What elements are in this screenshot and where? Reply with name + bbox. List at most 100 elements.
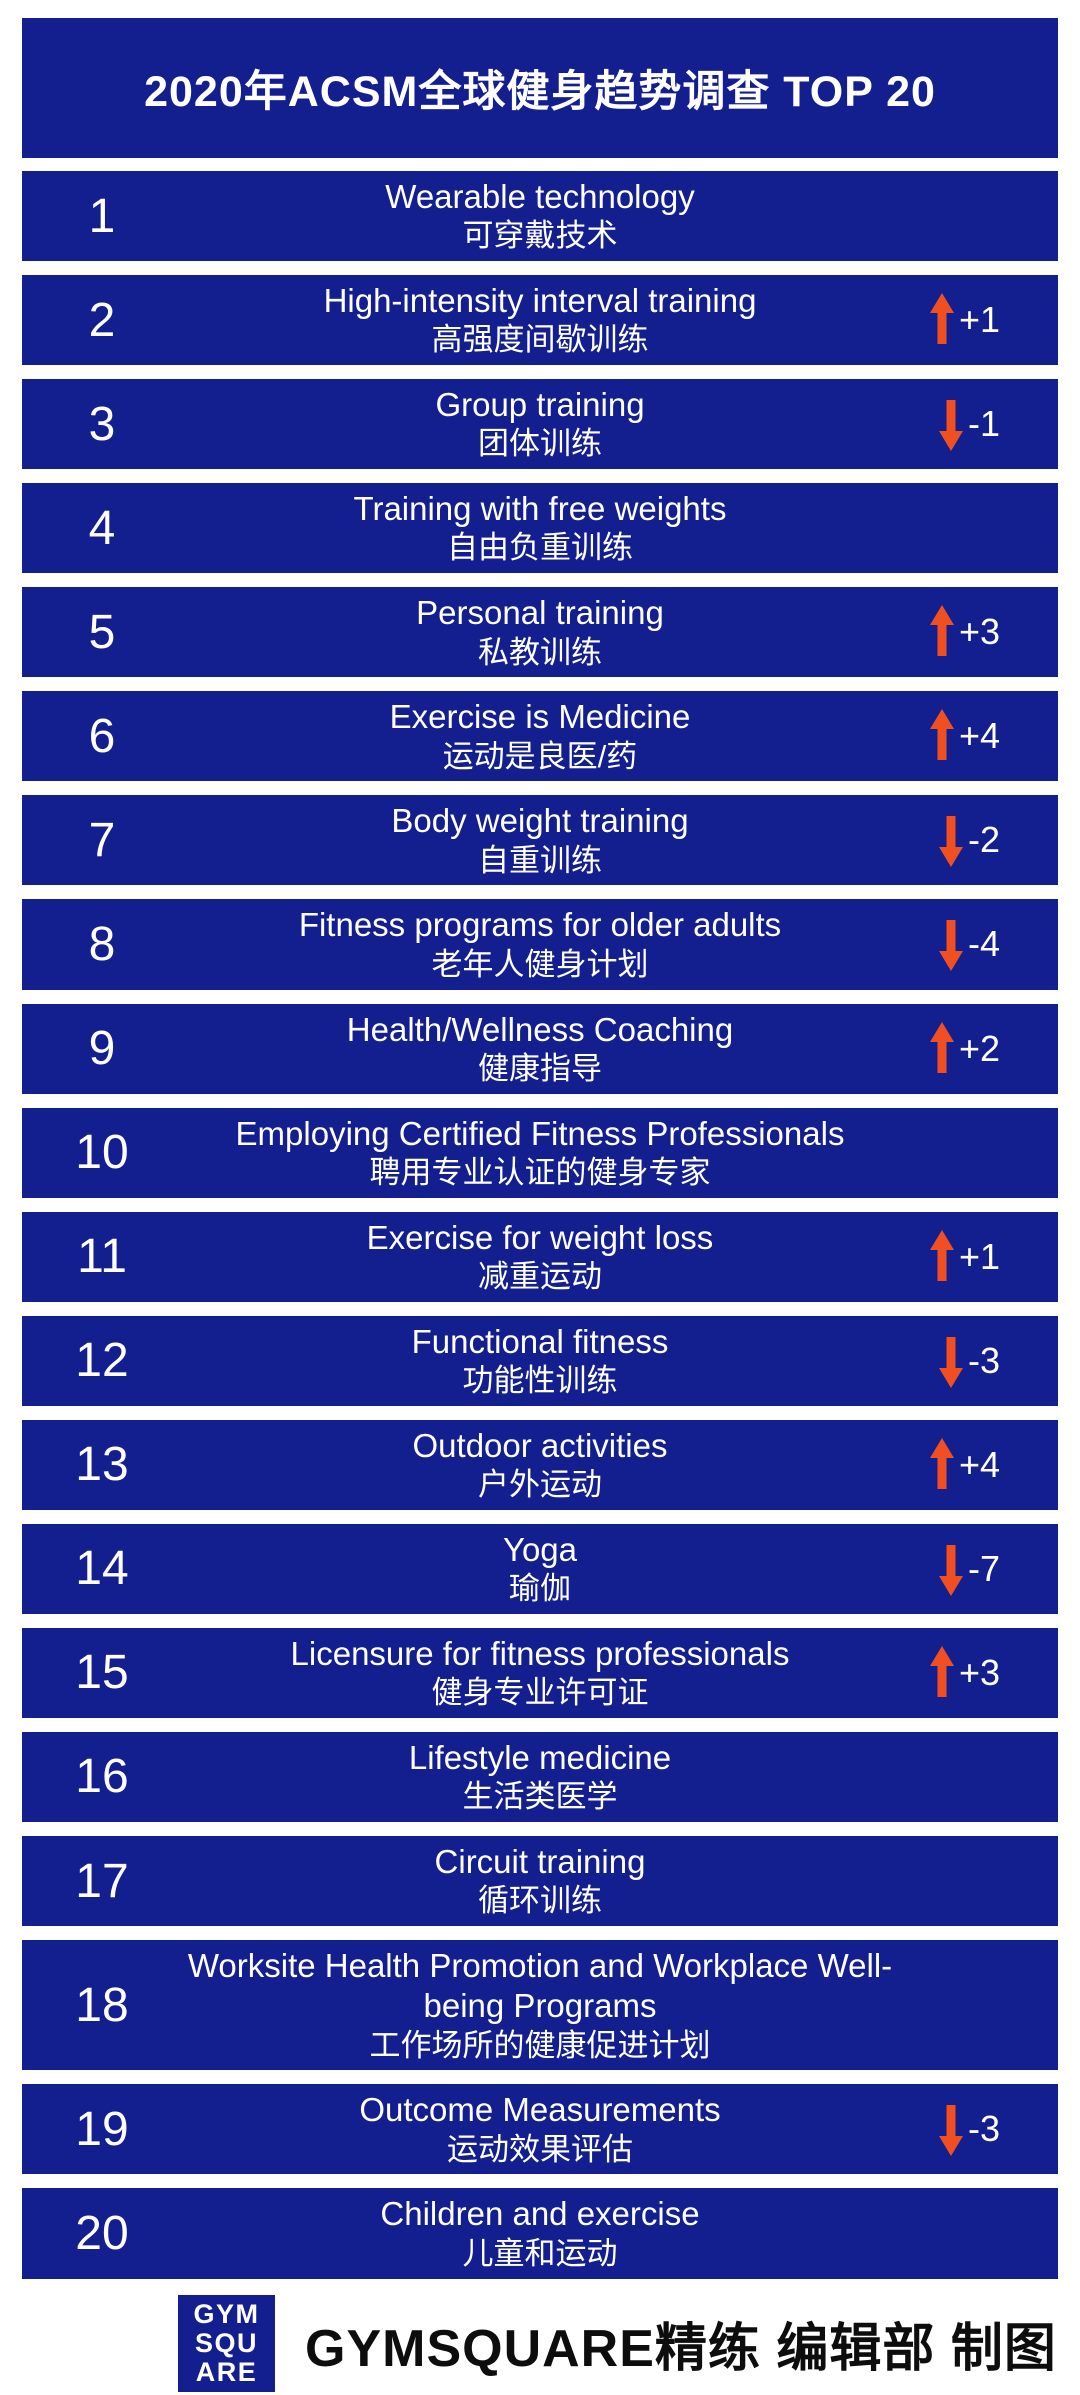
rank-number: 6 — [88, 709, 116, 763]
arrow-down-icon — [937, 1334, 965, 1388]
rank-change: -3 — [937, 2102, 1000, 2156]
trend-names: Outcome Measurements 运动效果评估 — [150, 2090, 930, 2168]
trend-row: 13 Outdoor activities 户外运动 +4 — [22, 1419, 1058, 1510]
arrow-up-icon — [928, 709, 956, 763]
rank-number: 12 — [75, 1334, 129, 1388]
rank-change: +1 — [928, 1230, 1000, 1284]
page-title-text: 2020年ACSM全球健身趋势调查 TOP 20 — [144, 68, 936, 116]
trend-name-zh: 户外运动 — [478, 1467, 602, 1502]
trend-name-en: Worksite Health Promotion and Workplace … — [187, 1947, 893, 2025]
trend-name-zh: 运动效果评估 — [447, 2131, 633, 2167]
rank-number: 1 — [88, 189, 116, 243]
rank-change: -3 — [937, 1334, 1000, 1388]
trend-name-en: Licensure for fitness professionals — [290, 1634, 790, 1672]
trend-names: Personal training 私教训练 — [150, 593, 930, 671]
rank-change: +4 — [928, 1438, 1000, 1492]
rank-change-value: +4 — [958, 1443, 1000, 1485]
arrow-up-icon — [928, 605, 956, 659]
rank-change-value: +3 — [958, 611, 1000, 653]
rank-change-value: +1 — [958, 299, 1000, 341]
trend-names: Outdoor activities 户外运动 — [150, 1426, 930, 1504]
trend-row: 9 Health/Wellness Coaching 健康指导 +2 — [22, 1003, 1058, 1094]
rank-number: 7 — [88, 813, 116, 867]
trend-row: 3 Group training 团体训练 -1 — [22, 379, 1058, 470]
trend-row: 5 Personal training 私教训练 +3 — [22, 587, 1058, 678]
trend-name-zh: 儿童和运动 — [462, 2235, 618, 2271]
arrow-up-icon — [928, 1438, 956, 1492]
rank-number: 15 — [75, 1646, 129, 1700]
rank-number: 3 — [88, 397, 116, 451]
trend-name-en: Yoga — [502, 1530, 578, 1568]
trend-row: 14 Yoga 瑜伽 -7 — [22, 1523, 1058, 1614]
trend-names: Wearable technology 可穿戴技术 — [150, 177, 930, 255]
rank-change-value: -3 — [967, 1339, 1000, 1381]
rank-change: -7 — [937, 1542, 1000, 1596]
trend-name-zh: 聘用专业认证的健身专家 — [369, 1154, 711, 1190]
rank-number: 16 — [75, 1750, 129, 1804]
trend-row: 15 Licensure for fitness professionals 健… — [22, 1627, 1058, 1718]
trend-name-zh: 功能性训练 — [462, 1362, 618, 1398]
trend-name-zh: 自重训练 — [478, 842, 602, 878]
trend-name-zh: 工作场所的健康促进计划 — [369, 2027, 711, 2063]
rank-change: +3 — [928, 605, 1000, 659]
arrow-down-icon — [937, 1542, 965, 1596]
trend-names: Health/Wellness Coaching 健康指导 — [150, 1010, 930, 1088]
trend-name-en: Exercise is Medicine — [389, 698, 691, 736]
trend-name-en: Functional fitness — [411, 1322, 669, 1360]
trend-name-zh: 高强度间歇训练 — [431, 322, 649, 358]
credit-text: GYMSQUARE精练 编辑部 制图 — [305, 2319, 1057, 2378]
trend-names: Employing Certified Fitness Professional… — [150, 1114, 930, 1192]
trend-name-en: Employing Certified Fitness Professional… — [235, 1114, 845, 1152]
trend-row: 7 Body weight training 自重训练 -2 — [22, 795, 1058, 886]
arrow-down-icon — [937, 813, 965, 867]
trend-row: 1 Wearable technology 可穿戴技术 — [22, 171, 1058, 262]
trend-row: 16 Lifestyle medicine 生活类医学 — [22, 1731, 1058, 1822]
trend-names: Body weight training 自重训练 — [150, 801, 930, 879]
trend-names: Lifestyle medicine 生活类医学 — [150, 1738, 930, 1816]
rank-change-value: -3 — [967, 2108, 1000, 2150]
arrow-up-icon — [928, 293, 956, 347]
rank-change: -4 — [937, 917, 1000, 971]
rank-change: -2 — [937, 813, 1000, 867]
trend-name-en: Outcome Measurements — [359, 2091, 721, 2129]
trend-row: 19 Outcome Measurements 运动效果评估 -3 — [22, 2084, 1058, 2175]
rank-number: 18 — [75, 1978, 129, 2032]
trend-name-en: Personal training — [416, 594, 664, 632]
trend-names: Functional fitness 功能性训练 — [150, 1322, 930, 1400]
rank-number: 13 — [75, 1438, 129, 1492]
trend-name-zh: 减重运动 — [478, 1258, 602, 1294]
trend-name-zh: 老年人健身计划 — [431, 946, 649, 982]
trend-name-en: Lifestyle medicine — [408, 1738, 672, 1776]
rank-change: -1 — [937, 397, 1000, 451]
rank-change-value: -2 — [967, 819, 1000, 861]
trend-row: 8 Fitness programs for older adults 老年人健… — [22, 899, 1058, 990]
trend-names: Worksite Health Promotion and Workplace … — [150, 1946, 930, 2064]
rank-change: +2 — [928, 1022, 1000, 1076]
trend-names: Exercise is Medicine 运动是良医/药 — [150, 697, 930, 775]
trend-name-zh: 生活类医学 — [462, 1779, 618, 1815]
arrow-up-icon — [928, 1022, 956, 1076]
rank-number: 20 — [75, 2206, 129, 2260]
trend-names: Licensure for fitness professionals 健身专业… — [150, 1634, 930, 1712]
trend-name-zh: 瑜伽 — [509, 1571, 571, 1607]
trend-names: Circuit training 循环训练 — [150, 1842, 930, 1920]
logo-line-1: GYM — [193, 2298, 260, 2329]
trend-row: 4 Training with free weights 自由负重训练 — [22, 483, 1058, 574]
arrow-down-icon — [937, 2102, 965, 2156]
trend-names: Yoga 瑜伽 — [150, 1530, 930, 1608]
rank-number: 11 — [77, 1230, 127, 1284]
rank-change: +3 — [928, 1646, 1000, 1700]
trend-row: 17 Circuit training 循环训练 — [22, 1836, 1058, 1927]
arrow-down-icon — [937, 397, 965, 451]
trend-name-en: Circuit training — [434, 1843, 646, 1880]
arrow-down-icon — [937, 917, 965, 971]
trend-row: 2 High-intensity interval training 高强度间歇… — [22, 275, 1058, 366]
trend-row: 11 Exercise for weight loss 减重运动 +1 — [22, 1211, 1058, 1302]
page-title: 2020年ACSM全球健身趋势调查 TOP 20 — [22, 18, 1058, 158]
rank-number: 9 — [88, 1022, 116, 1076]
trend-name-zh: 健身专业许可证 — [431, 1675, 649, 1711]
rank-number: 19 — [75, 2102, 129, 2156]
trend-names: Children and exercise 儿童和运动 — [150, 2194, 930, 2272]
rank-change-value: -7 — [967, 1547, 1000, 1589]
trend-name-zh: 健康指导 — [478, 1050, 602, 1086]
